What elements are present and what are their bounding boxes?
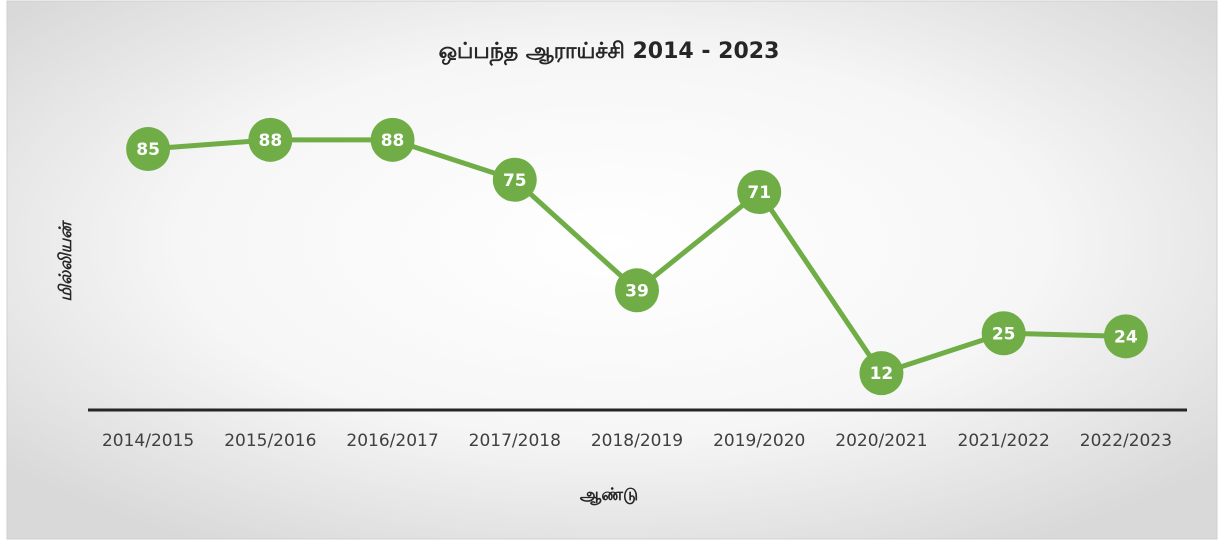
x-tick-label: 2016/2017 bbox=[346, 431, 438, 451]
data-point bbox=[981, 311, 1026, 356]
data-label: 88 bbox=[381, 131, 405, 151]
data-point bbox=[1103, 314, 1148, 359]
data-point bbox=[248, 117, 293, 162]
x-axis-label: ஆண்டு bbox=[580, 485, 638, 505]
x-tick-label: 2015/2016 bbox=[224, 431, 316, 451]
data-label: 85 bbox=[136, 140, 160, 160]
data-label: 24 bbox=[1114, 327, 1138, 347]
data-label: 39 bbox=[625, 281, 649, 301]
data-point bbox=[370, 117, 415, 162]
data-label: 12 bbox=[870, 364, 894, 384]
data-label: 88 bbox=[258, 131, 282, 151]
data-point bbox=[737, 170, 782, 215]
data-point bbox=[492, 157, 537, 202]
x-tick-label: 2019/2020 bbox=[713, 431, 805, 451]
x-tick-label: 2021/2022 bbox=[958, 431, 1050, 451]
y-axis-label: மில்லியன் bbox=[56, 220, 76, 302]
x-tick-label: 2018/2019 bbox=[591, 431, 683, 451]
x-tick-label: 2017/2018 bbox=[469, 431, 561, 451]
data-label: 71 bbox=[747, 183, 771, 203]
x-tick-label: 2014/2015 bbox=[102, 431, 194, 451]
data-label: 75 bbox=[503, 171, 527, 191]
chart-title: ஒப்பந்த ஆராய்ச்சி 2014 - 2023 bbox=[439, 39, 780, 66]
data-point bbox=[615, 268, 659, 313]
data-point bbox=[859, 351, 904, 396]
x-tick-label: 2020/2021 bbox=[835, 431, 927, 451]
data-label: 25 bbox=[992, 324, 1016, 344]
x-tick-label: 2022/2023 bbox=[1080, 431, 1172, 451]
data-point bbox=[126, 127, 171, 172]
